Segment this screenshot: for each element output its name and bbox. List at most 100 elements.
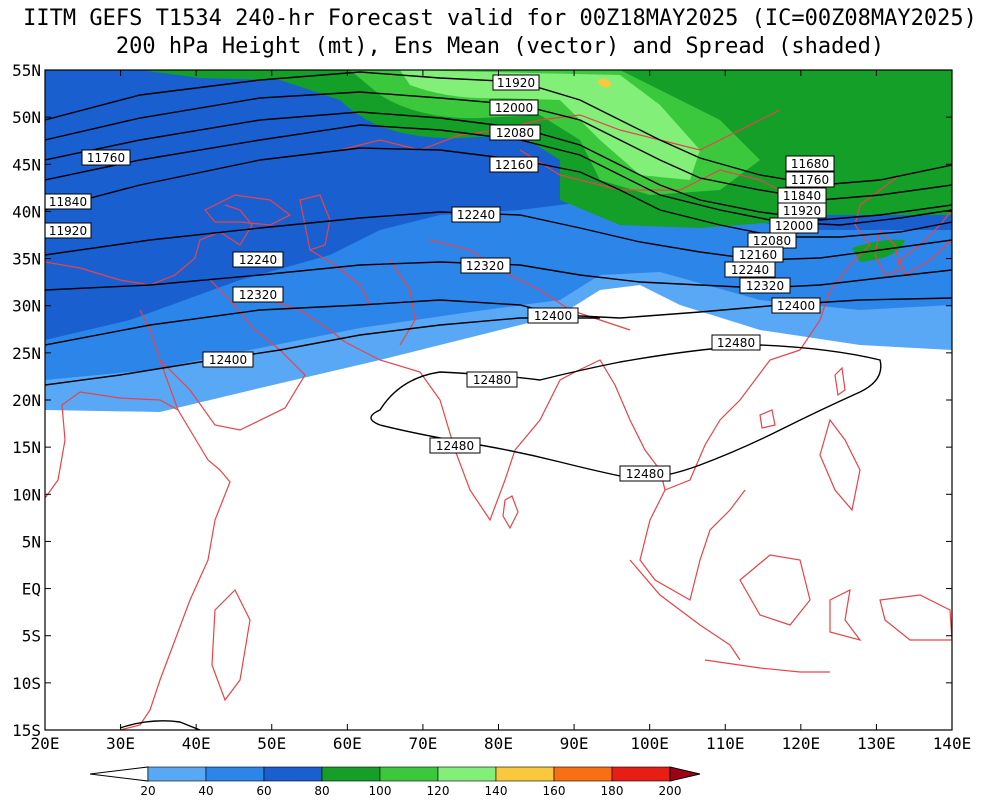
colorbar-swatch [611,766,671,782]
border-india-pak [389,259,416,346]
contour-label-11760-right: 11760 [785,171,835,188]
contour-label-12400-left: 12400 [202,351,254,368]
contour-label-12480-d: 12480 [619,465,671,482]
spread-140-160 [597,78,612,88]
coastline-caspian [299,194,331,251]
contour-11760 [45,124,952,226]
svg-text:12400: 12400 [209,353,247,367]
spread-40-60-patch [380,233,462,268]
colorbar-swatch [147,766,207,782]
coastline-bay-of-bengal [574,349,801,491]
contour-label-12320-mid: 12320 [460,257,511,274]
lat-tick-label: 15S [12,721,41,740]
contour-12320 [45,261,952,291]
svg-text:12080: 12080 [753,234,791,248]
svg-text:12240: 12240 [731,263,769,277]
contour-12480-loop [370,344,882,479]
svg-text:11840: 11840 [49,195,87,209]
lon-tick-label: 140E [933,734,972,753]
lon-tick-label: 80E [484,734,513,753]
contour-label-12400-mid: 12400 [527,307,579,324]
lat-tick-label: 10N [12,485,41,504]
lat-tick-label: 15N [12,438,41,457]
colorbar-label: 160 [543,784,566,798]
colorbar-swatch [205,766,265,782]
spread-white-south [45,287,952,730]
contour-label-12480-a: 12480 [711,334,761,351]
coastline-indonesia-sumatra [629,559,741,661]
contour-label-12400-right: 12400 [771,297,821,314]
border-china-india [429,239,631,331]
svg-text:12080: 12080 [496,126,534,140]
border-afghan-iran [309,249,371,306]
coastline-persian-gulf [269,299,346,343]
spread-120-140 [400,70,700,180]
svg-text:11680: 11680 [791,157,829,171]
lat-tick-label: 10S [12,674,41,693]
contour-12480-north [45,317,600,386]
coastline-hainan [759,409,776,429]
contour-12480-south [119,720,201,730]
contour-12160 [45,147,952,238]
coastline-red-sea [139,309,179,411]
lat-tick-label: 30N [12,297,41,316]
contour-label-11920-right: 11920 [777,202,827,219]
lon-tick-label: 100E [630,734,669,753]
spread-shading [45,70,952,730]
lon-tick-label: 90E [560,734,589,753]
lon-tick-label: 40E [182,734,211,753]
contour-label-12080-right: 12080 [747,232,797,249]
svg-text:12480: 12480 [717,336,755,350]
colorbar-swatch [321,766,381,782]
coastline-taiwan [834,366,846,397]
lon-tick-label: 130E [857,734,896,753]
contour-label-11920-top: 11920 [492,74,540,91]
lon-tick-label: 120E [782,734,821,753]
svg-text:11760: 11760 [791,173,829,187]
coastline-black-sea [204,194,292,226]
lat-tick-label: EQ [22,580,41,599]
svg-text:12000: 12000 [495,101,533,115]
colorbar-swatch [379,766,439,782]
svg-text:12480: 12480 [473,373,511,387]
svg-text:12160: 12160 [739,248,777,262]
lat-tick-label: 50N [12,108,41,127]
contour-12240 [45,211,952,261]
svg-text:11920: 11920 [497,76,535,90]
colorbar-label: 140 [485,784,508,798]
coastline-borneo [739,554,811,626]
border-central-asia [339,109,781,151]
contour-label-12480-b: 12480 [466,371,518,388]
lat-tick-label: 55N [12,61,41,80]
coastline-philippines [819,418,861,512]
contour-label-12240-left: 12240 [232,251,284,268]
svg-text:12160: 12160 [495,158,533,172]
contour-label-11760-left: 11760 [81,149,131,166]
coastline-africa [45,391,231,730]
coastline-india [344,341,576,522]
colorbar-label: 20 [140,784,155,798]
coastline-indochina [639,489,746,601]
lat-tick-label: 5N [22,532,41,551]
coastline-madagascar [211,588,251,702]
svg-text:11920: 11920 [49,224,87,238]
contour-label-12240-right: 12240 [724,261,776,278]
lon-tick-label: 60E [333,734,362,753]
colorbar-label: 40 [198,784,213,798]
svg-text:12000: 12000 [775,219,813,233]
svg-text:12320: 12320 [239,288,277,302]
lat-tick-label: 35N [12,250,41,269]
coastline-new-guinea [879,594,952,641]
colorbar-swatch [437,766,497,782]
border-china-mongolia [519,149,801,201]
longitude-axis: 20E 30E 40E 50E 60E 70E 80E 90E 100E 110E 120E 130E… [31,70,972,753]
spread-colorbar: 20 40 60 80 100 120 140 160 180 200 [89,766,701,798]
svg-text:12480: 12480 [436,439,474,453]
colorbar-label: 180 [601,784,624,798]
contour-label-12320-left: 12320 [232,286,284,303]
svg-text:11920: 11920 [783,204,821,218]
colorbar-swatch [553,766,613,782]
lat-tick-label: 20N [12,391,41,410]
svg-text:12240: 12240 [239,253,277,267]
